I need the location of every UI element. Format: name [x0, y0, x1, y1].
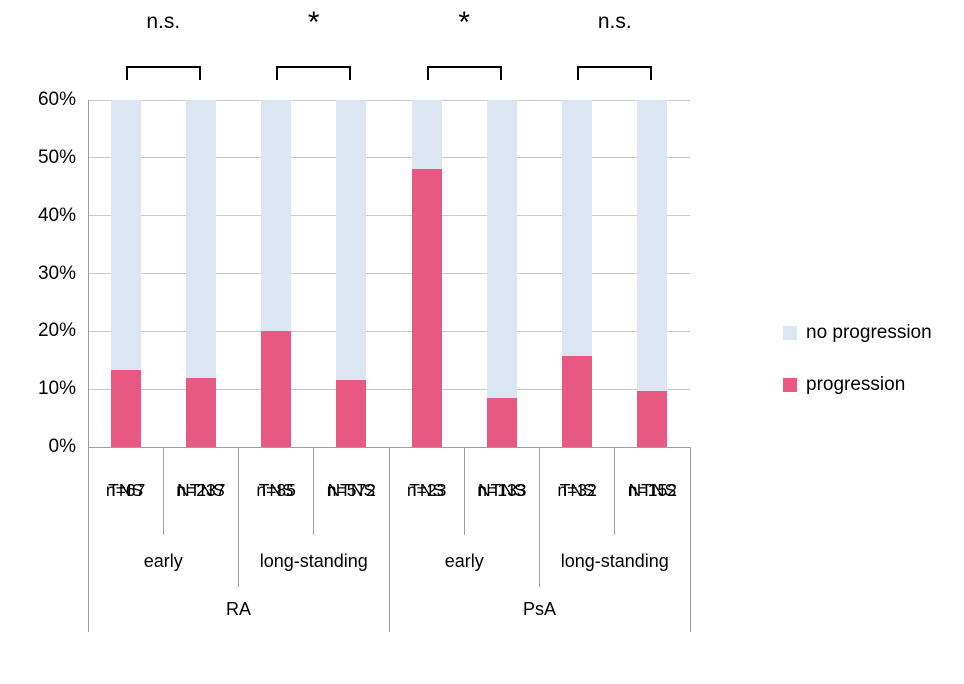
bar-segment-no-progression — [185, 100, 216, 378]
disease-group-label: RA — [225, 599, 251, 619]
y-axis-tick-label: 60% — [37, 89, 76, 110]
x-tick-label-line: n=152 — [627, 480, 677, 501]
category-separator — [238, 447, 239, 587]
disease-group-label: PsA — [522, 599, 556, 619]
category-separator — [388, 447, 390, 632]
bar-segment-progression — [637, 390, 668, 447]
bar-segment-no-progression — [637, 100, 668, 391]
bar-segment-progression — [562, 355, 593, 447]
x-tick-label-line: n=237 — [176, 480, 226, 501]
gridline — [88, 330, 690, 332]
significance-label: * — [307, 6, 320, 39]
x-tick-label-line: n=133 — [477, 480, 527, 501]
legend-label-no-progression: no progression — [806, 322, 932, 343]
duration-group-label: early — [143, 550, 183, 571]
bar-segment-progression — [336, 380, 367, 447]
x-tick-label-line: TNS — [108, 480, 144, 501]
x-tick-label: NTNS n=133 — [464, 447, 539, 535]
y-axis-tick-label: 50% — [37, 146, 76, 168]
x-tick-label-line: NTNS — [478, 480, 526, 501]
duration-group-label: long-standing — [259, 550, 368, 571]
duration-group-label: long-standing — [560, 550, 669, 571]
duration-group-label: early — [444, 550, 484, 571]
x-tick-label-line: n=23 — [406, 480, 447, 501]
legend-item-no-progression: no progression — [783, 322, 932, 344]
significance-bracket — [125, 66, 201, 80]
category-separator — [463, 447, 465, 535]
y-axis-tick-label: 20% — [37, 320, 76, 342]
x-tick-label-line: TNS — [258, 480, 294, 501]
bar-segment-no-progression — [336, 100, 367, 381]
category-separator — [313, 447, 315, 535]
category-separator — [162, 447, 164, 535]
bar-segment-no-progression — [110, 100, 141, 371]
legend-item-progression: progression — [783, 374, 932, 396]
significance-label: * — [458, 6, 471, 39]
x-tick-label-line: NTNS — [628, 480, 677, 501]
x-tick-label: TNS n=32 — [540, 447, 615, 535]
bar-segment-progression — [261, 331, 292, 447]
x-tick-label: TNS n=23 — [389, 447, 464, 535]
gridline — [88, 388, 690, 390]
x-tick-label: TNS n=67 — [88, 447, 163, 535]
bar-segment-progression — [185, 377, 216, 447]
category-separator — [614, 447, 616, 535]
y-axis-tick-label: 0% — [48, 436, 76, 457]
category-separator — [689, 447, 691, 632]
chart-legend: no progression progression — [783, 322, 932, 396]
x-tick-label: NTNS n=572 — [314, 447, 389, 535]
x-tick-label-line: NTNS — [327, 480, 376, 501]
significance-label: n.s. — [597, 10, 632, 33]
significance-label: n.s. — [146, 10, 181, 33]
significance-bracket — [276, 66, 352, 80]
legend-label-progression: progression — [806, 374, 906, 395]
significance-bracket — [426, 66, 502, 80]
legend-swatch-no-progression-icon — [783, 326, 797, 340]
y-axis-tick-label: 40% — [37, 204, 76, 226]
gridline — [88, 99, 690, 101]
x-tick-label-line: n=32 — [557, 480, 597, 501]
x-tick-label-line: TNS — [409, 480, 445, 501]
legend-swatch-progression-icon — [783, 378, 797, 392]
bar-segment-no-progression — [411, 100, 442, 170]
y-axis-tick-label: 10% — [37, 378, 76, 400]
x-tick-label: TNS n=85 — [239, 447, 314, 535]
x-tick-label-line: n=85 — [256, 480, 296, 501]
x-tick-label-line: n=67 — [105, 480, 146, 501]
gridline — [88, 273, 690, 274]
category-separator — [539, 447, 540, 587]
bar-segment-progression — [411, 169, 442, 447]
bar-segment-no-progression — [486, 100, 517, 398]
x-tick-label-line: NTNS — [177, 480, 225, 501]
gridline — [88, 215, 690, 217]
y-axis-tick-label: 30% — [37, 262, 76, 284]
category-separator — [87, 447, 89, 632]
x-tick-label: NTNS n=237 — [163, 447, 238, 535]
y-axis-line — [87, 100, 89, 447]
bar-segment-no-progression — [261, 100, 292, 332]
bar-segment-progression — [486, 397, 517, 447]
significance-bracket — [577, 66, 653, 80]
x-tick-label: NTNS n=152 — [615, 447, 690, 535]
bar-segment-no-progression — [562, 100, 593, 356]
x-tick-label-line: n=572 — [326, 480, 376, 501]
bar-segment-progression — [110, 370, 141, 447]
gridline — [88, 157, 690, 159]
x-tick-label-line: TNS — [559, 480, 595, 501]
